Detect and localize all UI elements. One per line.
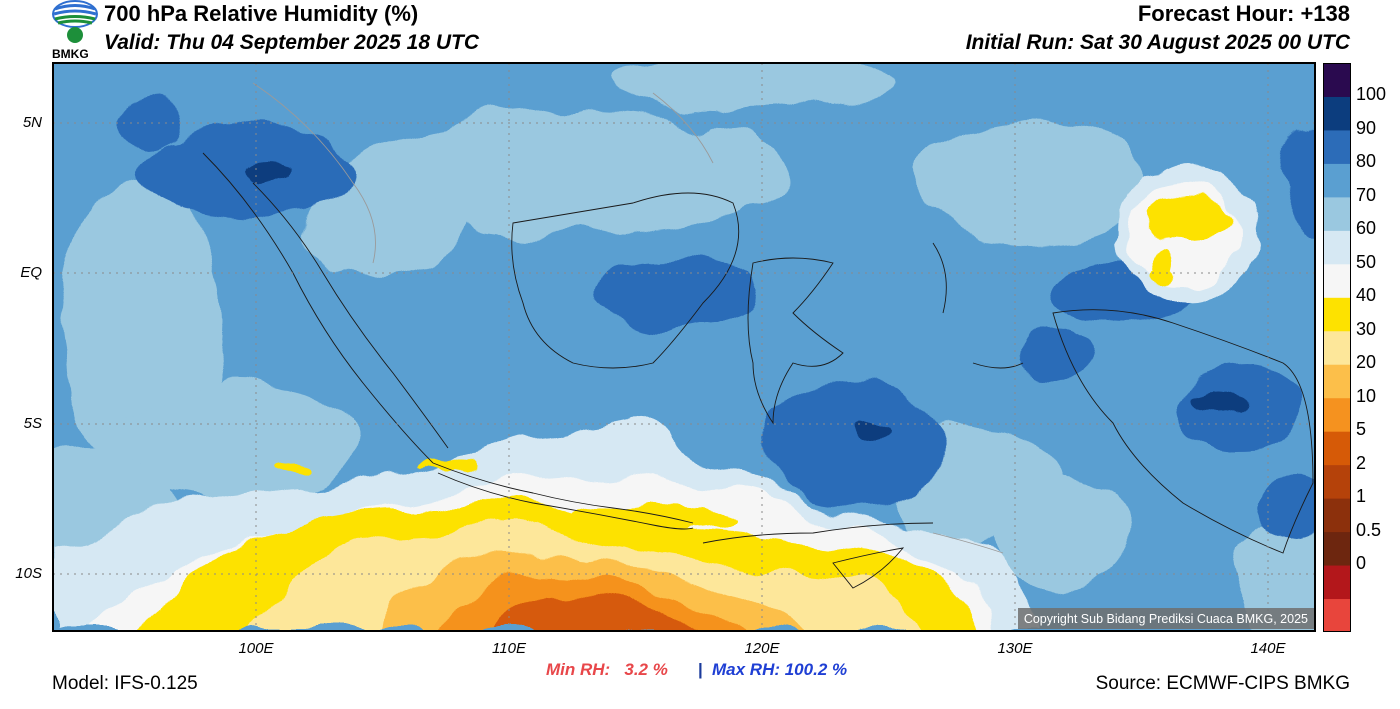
- colorbar-label: 80: [1356, 151, 1377, 172]
- dry-region-south: [53, 416, 1033, 632]
- timor-coast: [832, 547, 905, 589]
- logo-text: BMKG: [52, 47, 89, 61]
- borneo-coast: [511, 192, 740, 369]
- colorbar-label: 1: [1356, 486, 1367, 507]
- colorbar-segment: [1323, 531, 1351, 566]
- colorbar-segment: [1323, 263, 1351, 298]
- rh-90-100-areas: [243, 163, 1248, 443]
- colorbar-label: 50: [1356, 251, 1377, 272]
- min-rh: Min RH: 3.2 %: [546, 660, 668, 679]
- bmkg-logo: [50, 0, 100, 60]
- colorbar-segment: [1323, 565, 1351, 600]
- colorbar-label: 60: [1356, 218, 1377, 239]
- colorbar-segment: [1323, 498, 1351, 533]
- humidity-map: [53, 63, 1316, 632]
- colorbar-segment: [1323, 63, 1351, 97]
- colorbar-segment: [1323, 464, 1351, 499]
- copyright-notice: Copyright Sub Bidang Prediksi Cuaca BMKG…: [1017, 608, 1314, 629]
- colorbar-segment: [1323, 129, 1351, 164]
- colorbar-segment: [1323, 431, 1351, 466]
- source-label: Source: ECMWF-CIPS BMKG: [1095, 673, 1350, 694]
- lon-label-120e: 120E: [744, 640, 780, 657]
- colorbar-segment: [1323, 397, 1351, 432]
- colorbar-label: 20: [1356, 352, 1377, 373]
- colorbar-label: 40: [1356, 285, 1377, 306]
- colorbar-segment: [1323, 364, 1351, 399]
- colorbar-label: 90: [1356, 117, 1377, 138]
- colorbar-segment: [1323, 598, 1351, 632]
- lat-label-10s: 10S: [15, 565, 42, 582]
- chart-title: 700 hPa Relative Humidity (%): [104, 1, 419, 26]
- colorbar-segment: [1323, 163, 1351, 198]
- colorbar: [1323, 63, 1351, 632]
- border-lines: [252, 82, 1004, 554]
- colorbar-label: 0.5: [1356, 519, 1382, 540]
- colorbar-border: [1323, 63, 1351, 632]
- lon-label-100e: 100E: [238, 640, 274, 657]
- max-rh: Max RH: 100.2 %: [712, 660, 848, 679]
- colorbar-segment: [1323, 230, 1351, 265]
- colorbar-label: 5: [1356, 419, 1367, 440]
- colorbar-segment: [1323, 297, 1351, 332]
- initial-run: Initial Run: Sat 30 August 2025 00 UTC: [965, 31, 1350, 54]
- colorbar-label: 100: [1356, 84, 1387, 105]
- lon-label-130e: 130E: [997, 640, 1033, 657]
- colorbar-segment: [1323, 330, 1351, 365]
- humidity-map-svg: [53, 63, 1316, 632]
- colorbar-label: 30: [1356, 318, 1377, 339]
- forecast-hour: Forecast Hour: +138: [1137, 1, 1350, 26]
- stats-separator: |: [698, 660, 703, 679]
- lon-label-110e: 110E: [492, 640, 526, 657]
- valid-time: Valid: Thu 04 September 2025 18 UTC: [104, 31, 480, 54]
- model-label: Model: IFS-0.125: [52, 673, 198, 694]
- nusa-tenggara-coast: [702, 522, 934, 544]
- sulawesi-coast: [747, 257, 844, 425]
- lat-label-5n: 5N: [22, 114, 42, 131]
- colorbar-label: 2: [1356, 452, 1367, 473]
- colorbar-label: 70: [1356, 184, 1377, 205]
- dry-streak-java: [278, 459, 743, 530]
- java-coast: [432, 462, 694, 524]
- dry-region-north-pacific: [1118, 163, 1258, 303]
- lat-label-eq: EQ: [20, 264, 42, 281]
- colorbar-label: 0: [1356, 553, 1367, 574]
- new-guinea-coast: [1052, 309, 1314, 554]
- lon-label-140e: 140E: [1250, 640, 1286, 657]
- colorbar-label: 10: [1356, 385, 1377, 406]
- lat-label-5s: 5S: [23, 415, 42, 432]
- colorbar-segment: [1323, 196, 1351, 231]
- graticule: [53, 63, 1316, 632]
- colorbar-segment: [1323, 96, 1351, 131]
